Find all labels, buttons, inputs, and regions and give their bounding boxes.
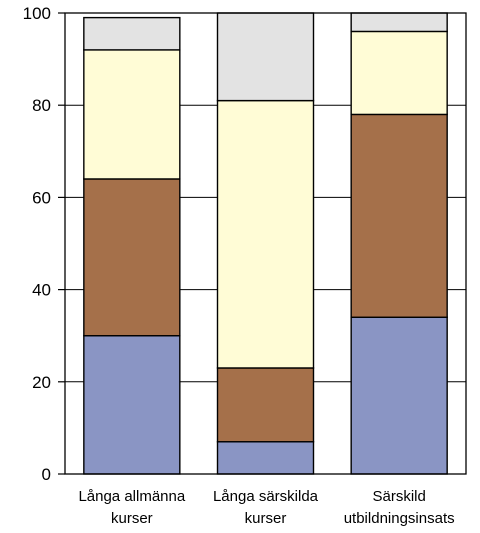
x-category-label: kurser	[111, 510, 153, 527]
bar-segment	[216, 99, 315, 369]
bar-segment	[350, 113, 448, 318]
y-tick-label: 60	[32, 188, 51, 207]
y-tick-label: 20	[32, 373, 51, 392]
plot-border	[64, 12, 467, 475]
y-tick-label: 100	[23, 4, 51, 23]
x-category-label: Långa särskilda	[213, 488, 319, 505]
y-tick-label: 80	[32, 96, 51, 115]
bar-segment	[350, 12, 448, 33]
x-category-label: Särskild	[372, 488, 425, 505]
y-tick-label: 40	[32, 281, 51, 300]
bar-segment	[216, 12, 315, 102]
bar-segment	[83, 49, 181, 180]
bars	[83, 12, 448, 475]
bar-segment	[350, 30, 448, 116]
bar-segment	[83, 16, 181, 51]
x-category-label: kurser	[245, 510, 287, 527]
bar-segment	[83, 178, 181, 337]
bar-segment	[350, 316, 448, 475]
plot-frame	[64, 12, 467, 475]
bar-segment	[83, 335, 181, 475]
bar-segment	[216, 441, 315, 475]
x-category-label: utbildningsinsats	[344, 510, 455, 527]
x-axis: Långa allmänna kurser Långa särskilda kurse…	[78, 488, 454, 527]
y-tick-label: 0	[42, 465, 51, 484]
bar-segment	[216, 367, 315, 443]
x-category-label: Långa allmänna	[78, 488, 185, 505]
y-axis: 0 20 40 60 80 100	[23, 4, 65, 484]
